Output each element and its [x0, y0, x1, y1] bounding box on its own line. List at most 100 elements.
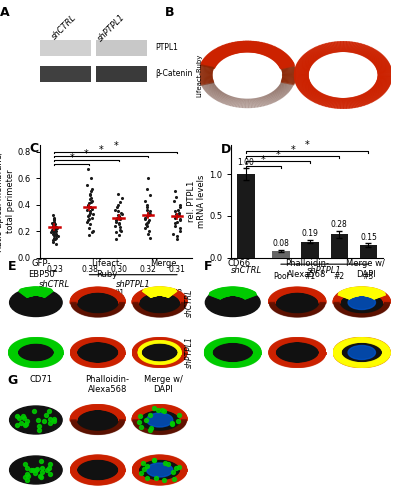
Circle shape: [10, 338, 62, 366]
Point: [175, 418, 182, 426]
Point: [53, 240, 59, 248]
Point: [32, 470, 38, 478]
Point: [87, 198, 94, 206]
Point: [144, 462, 150, 470]
Point: [119, 210, 125, 218]
Point: [51, 231, 57, 239]
Point: [87, 220, 93, 228]
Point: [18, 418, 24, 426]
Text: Merge: Merge: [150, 260, 177, 268]
Point: [172, 219, 179, 227]
Text: *: *: [261, 155, 266, 165]
Circle shape: [10, 456, 62, 484]
Bar: [96, 40, 147, 56]
Point: [172, 188, 178, 196]
Point: [115, 207, 121, 215]
Point: [51, 228, 57, 236]
Point: [87, 207, 93, 215]
Text: 0.15: 0.15: [360, 232, 377, 241]
Point: [87, 203, 93, 211]
Point: [136, 418, 142, 426]
Point: [172, 207, 178, 215]
Point: [50, 222, 57, 230]
Circle shape: [71, 456, 124, 484]
Point: [48, 219, 55, 227]
Point: [89, 184, 95, 192]
Point: [89, 214, 95, 222]
Point: [52, 223, 58, 231]
Circle shape: [133, 406, 186, 434]
Text: *: *: [84, 149, 89, 159]
Point: [50, 238, 56, 246]
Point: [20, 414, 27, 422]
Point: [53, 234, 59, 241]
Point: [118, 208, 124, 216]
Text: A: A: [0, 6, 10, 19]
Bar: [237, 174, 255, 258]
Point: [169, 419, 175, 427]
Point: [145, 174, 151, 182]
Text: *: *: [276, 150, 280, 160]
Point: [177, 215, 184, 223]
Text: 1.00: 1.00: [237, 158, 255, 166]
Point: [144, 222, 150, 230]
Point: [86, 196, 93, 203]
Point: [36, 422, 42, 430]
Point: [146, 227, 152, 235]
Point: [86, 224, 93, 232]
Point: [159, 406, 165, 414]
Point: [87, 190, 93, 198]
Point: [160, 406, 167, 414]
Point: [31, 407, 38, 415]
Point: [46, 407, 52, 415]
Point: [172, 222, 178, 230]
Point: [34, 465, 40, 473]
Point: [116, 219, 122, 227]
Circle shape: [205, 288, 260, 316]
Point: [140, 465, 147, 473]
Point: [139, 459, 146, 467]
Point: [46, 464, 52, 472]
Point: [87, 192, 93, 200]
Point: [174, 232, 180, 240]
Point: [153, 474, 160, 482]
Point: [117, 223, 123, 231]
Point: [164, 460, 171, 468]
Point: [144, 184, 150, 192]
Point: [143, 212, 150, 220]
Point: [116, 231, 122, 239]
Text: Pool: Pool: [81, 290, 97, 298]
Point: [147, 207, 154, 215]
Point: [115, 190, 121, 198]
Point: [43, 411, 49, 419]
Point: [55, 232, 61, 240]
Y-axis label: Ratio apical membrane/
total perimeter: Ratio apical membrane/ total perimeter: [0, 151, 15, 252]
Point: [22, 421, 29, 429]
Point: [50, 418, 57, 426]
Bar: [40, 66, 91, 82]
Text: shCTRL: shCTRL: [231, 266, 262, 275]
Text: 0.23: 0.23: [46, 266, 63, 274]
Point: [176, 462, 182, 470]
Circle shape: [10, 406, 62, 434]
Text: F: F: [203, 260, 212, 272]
Point: [142, 416, 149, 424]
Point: [83, 218, 90, 226]
Circle shape: [71, 338, 124, 366]
Bar: [330, 234, 348, 258]
Point: [177, 224, 183, 232]
Point: [88, 174, 95, 182]
Point: [90, 210, 96, 218]
Text: shPTPL1: shPTPL1: [185, 336, 194, 368]
Point: [87, 188, 94, 196]
Point: [51, 215, 57, 223]
Point: [53, 227, 59, 235]
Point: [151, 456, 157, 464]
Text: C: C: [30, 142, 39, 156]
Point: [174, 206, 181, 214]
Point: [113, 235, 120, 243]
Point: [39, 468, 45, 476]
Text: *: *: [99, 145, 103, 155]
Point: [146, 216, 152, 224]
Point: [142, 214, 148, 222]
